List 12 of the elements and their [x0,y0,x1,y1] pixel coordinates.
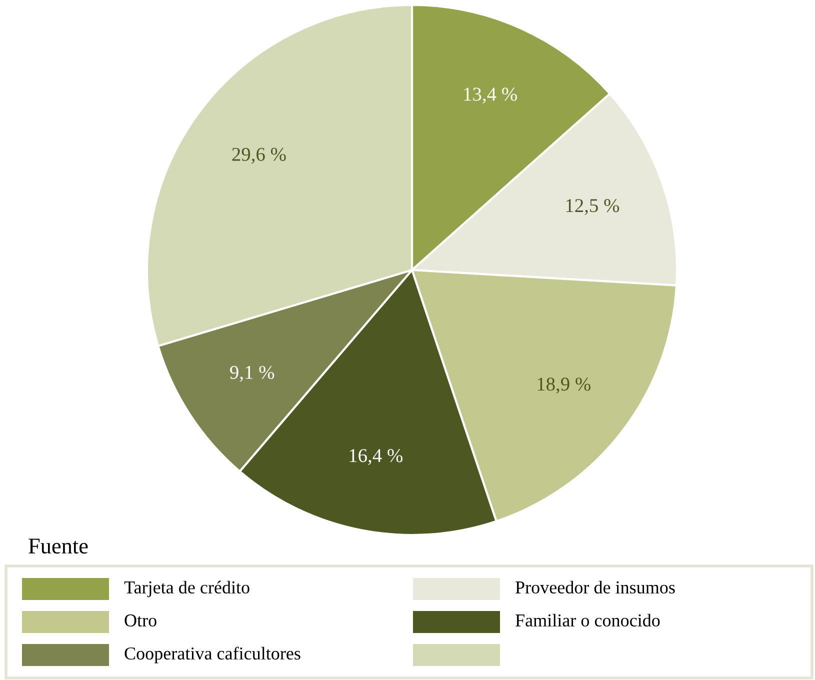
legend-label: Proveedor de insumos [516,580,675,594]
data-label: 18,9 % [538,378,590,394]
legend-label: Tarjeta de crédito [124,580,250,598]
data-label: 13,4 % [464,88,517,104]
data-label: 12,5 % [566,199,620,215]
data-label: 16,4 % [350,449,403,465]
legend-title: Fuente [28,538,88,554]
legend-label: Otro [124,614,156,627]
legend-label: Familiar o conocido [516,614,660,627]
data-label: 29,6 % [232,148,286,164]
data-label: 9,1 % [230,366,274,382]
legend-label: Cooperativa caficultores [124,646,300,664]
